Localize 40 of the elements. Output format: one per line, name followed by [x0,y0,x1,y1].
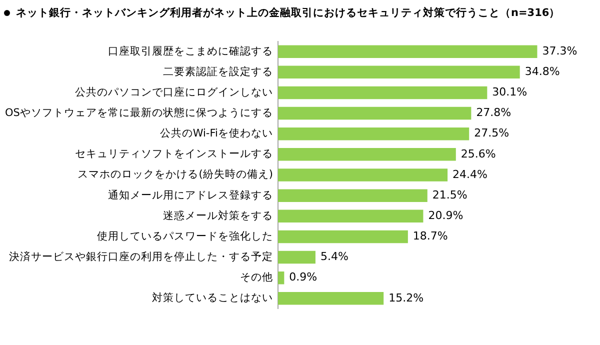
data-label: 15.2% [388,291,424,304]
y-tick-label: スマホのロックをかける(紛失時の備え) [78,168,273,181]
bar [278,250,316,264]
bar [278,127,470,140]
y-tick-label: OSやソフトウェアを常に最新の状態に保つようにする [4,106,273,120]
data-label: 0.9% [289,270,318,284]
chart-title: ネット銀行・ネットバンキング利用者がネット上の金融取引におけるセキュリティ対策で行うこと（n=316） [16,6,560,20]
y-tick-label: 通知メール用にアドレス登録する [108,188,273,202]
y-tick-label: 二要素認証を設定する [162,64,273,78]
bar [278,106,472,120]
y-tick-label: 使用しているパスワードを強化した [96,230,273,242]
data-label: 20.9% [428,209,464,222]
bar [278,148,456,161]
bar [278,86,488,100]
bar [278,230,408,244]
bar [278,189,428,202]
data-label: 34.8% [524,65,560,78]
data-label: 5.4% [320,250,348,264]
data-label: 21.5% [432,188,468,202]
bar [278,168,448,182]
bar [278,210,424,223]
y-tick-label: 公共のパソコンで口座にログインしない [74,85,273,98]
bar [278,271,284,284]
y-tick-label: その他 [240,272,273,284]
data-label: 25.6% [460,147,496,160]
bar [278,292,384,305]
y-tick-label: 口座取引履歴をこまめに確認する [108,44,273,58]
bar [278,66,520,79]
y-tick-label: 決済サービスや銀行口座の利用を停止した・する予定 [8,250,273,264]
bar [278,45,538,58]
data-label: 37.3% [542,44,578,58]
y-tick-label: 対策していることはない [152,291,273,304]
y-tick-label: 迷惑メール対策をする [162,208,273,222]
data-label: 24.4% [452,168,488,181]
y-tick-label: セキュリティソフトをインストールする [74,148,273,160]
data-label: 27.8% [476,106,512,120]
data-label: 30.1% [492,86,528,99]
data-label: 27.5% [474,126,510,140]
data-label: 18.7% [412,230,448,243]
y-tick-label: 公共のWi-Fiを使わない [160,126,273,140]
